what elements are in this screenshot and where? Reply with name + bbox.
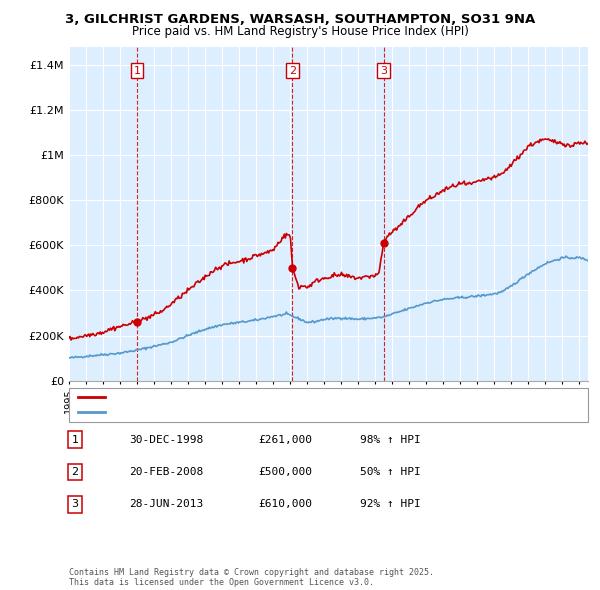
Text: £610,000: £610,000 xyxy=(258,500,312,509)
Text: 30-DEC-1998: 30-DEC-1998 xyxy=(129,435,203,444)
Text: £500,000: £500,000 xyxy=(258,467,312,477)
Text: 3: 3 xyxy=(380,65,387,76)
Text: 2: 2 xyxy=(289,65,296,76)
Text: 50% ↑ HPI: 50% ↑ HPI xyxy=(360,467,421,477)
Text: 92% ↑ HPI: 92% ↑ HPI xyxy=(360,500,421,509)
Point xyxy=(132,317,142,326)
Point xyxy=(287,263,297,273)
Text: 1: 1 xyxy=(133,65,140,76)
Point xyxy=(379,238,388,248)
Text: 3, GILCHRIST GARDENS, WARSASH, SOUTHAMPTON, SO31 9NA: 3, GILCHRIST GARDENS, WARSASH, SOUTHAMPT… xyxy=(65,13,535,26)
Text: 28-JUN-2013: 28-JUN-2013 xyxy=(129,500,203,509)
Text: 20-FEB-2008: 20-FEB-2008 xyxy=(129,467,203,477)
Text: 3: 3 xyxy=(71,500,79,509)
Text: £261,000: £261,000 xyxy=(258,435,312,444)
Text: 2: 2 xyxy=(71,467,79,477)
Text: Price paid vs. HM Land Registry's House Price Index (HPI): Price paid vs. HM Land Registry's House … xyxy=(131,25,469,38)
Text: HPI: Average price, detached house, Fareham: HPI: Average price, detached house, Fare… xyxy=(111,407,334,417)
Text: Contains HM Land Registry data © Crown copyright and database right 2025.
This d: Contains HM Land Registry data © Crown c… xyxy=(69,568,434,587)
Text: 3, GILCHRIST GARDENS, WARSASH, SOUTHAMPTON, SO31 9NA (detached house): 3, GILCHRIST GARDENS, WARSASH, SOUTHAMPT… xyxy=(111,392,509,402)
Text: 1: 1 xyxy=(71,435,79,444)
Text: 98% ↑ HPI: 98% ↑ HPI xyxy=(360,435,421,444)
